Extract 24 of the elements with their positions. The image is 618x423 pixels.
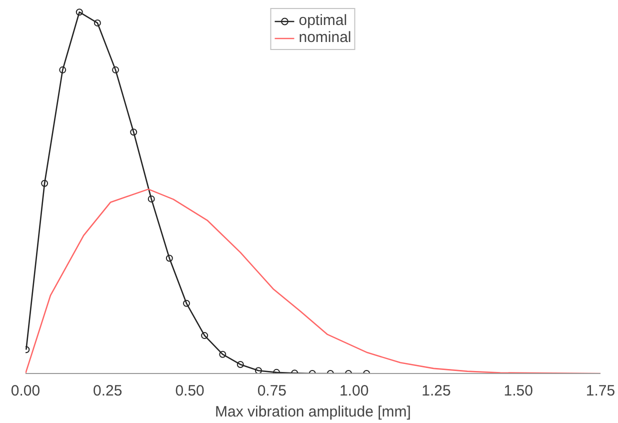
x-tick-label: 1.50	[504, 382, 533, 400]
legend-label: optimal	[298, 12, 348, 29]
point	[166, 254, 173, 262]
x-tick-label: 1.75	[586, 382, 616, 400]
x-tick-label: 0.75	[257, 382, 287, 400]
point	[41, 180, 48, 187]
x-tick-label: 0.50	[175, 382, 204, 400]
point	[148, 195, 155, 202]
point	[183, 300, 190, 307]
legend-label: nominal	[298, 29, 352, 46]
point	[254, 367, 262, 374]
point	[219, 350, 226, 358]
point	[59, 66, 66, 74]
point	[112, 66, 120, 74]
point	[94, 19, 101, 26]
x-tick-label: 1.25	[422, 382, 451, 400]
point	[130, 128, 138, 136]
x-tick-label: 1.00	[339, 382, 369, 400]
point	[76, 8, 83, 16]
point	[236, 360, 244, 368]
point	[201, 332, 208, 340]
x-tick-label: 0.25	[93, 382, 122, 400]
x-axis-title: Max vibration amplitude [mm]	[215, 404, 411, 420]
x-tick-label: 0.00	[10, 382, 40, 400]
